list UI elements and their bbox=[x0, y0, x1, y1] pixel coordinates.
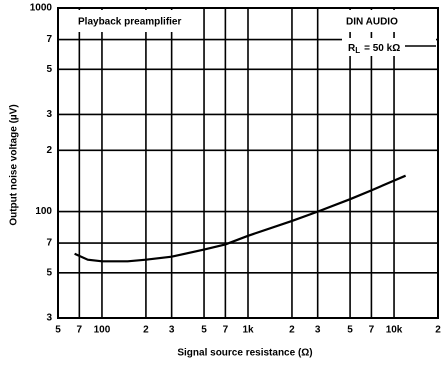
x-tick-label: 100 bbox=[94, 325, 111, 336]
annotation: Playback preamplifier bbox=[78, 17, 181, 28]
x-tick-label: 5 bbox=[201, 325, 207, 336]
load-annotation: RL = 50 kΩ bbox=[348, 43, 400, 55]
y-tick-label: 2 bbox=[46, 145, 52, 156]
x-tick-label: 7 bbox=[369, 325, 375, 336]
y-tick-label: 7 bbox=[46, 238, 52, 249]
annotation: DIN AUDIO bbox=[346, 17, 398, 28]
x-tick-label: 3 bbox=[315, 325, 321, 336]
noise-curve bbox=[74, 174, 407, 263]
x-tick-label: 5 bbox=[55, 325, 61, 336]
load-symbol: R bbox=[348, 43, 356, 54]
y-tick-label: 3 bbox=[46, 109, 52, 120]
x-tick-label: 10k bbox=[386, 325, 403, 336]
x-tick-label: 2 bbox=[143, 325, 149, 336]
annotation-background bbox=[70, 10, 200, 32]
y-tick-label: 5 bbox=[46, 267, 52, 278]
y-tick-label: 7 bbox=[46, 34, 52, 45]
x-axis-title: Signal source resistance (Ω) bbox=[177, 348, 312, 359]
load-value: = 50 kΩ bbox=[364, 43, 400, 54]
x-tick-label: 5 bbox=[347, 325, 353, 336]
y-tick-label: 1000 bbox=[30, 3, 53, 14]
x-tick-label: 7 bbox=[223, 325, 229, 336]
x-tick-label: 2 bbox=[435, 325, 441, 336]
y-tick-label: 5 bbox=[46, 64, 52, 75]
y-tick-label: 3 bbox=[46, 313, 52, 324]
x-tick-label: 1k bbox=[242, 325, 254, 336]
load-subscript: L bbox=[355, 46, 360, 55]
x-tick-label: 7 bbox=[77, 325, 83, 336]
annotation-background bbox=[332, 10, 436, 32]
annotation-background bbox=[342, 38, 436, 56]
x-tick-label: 3 bbox=[169, 325, 175, 336]
y-axis-title: Output noise voltage (µV) bbox=[9, 104, 20, 225]
y-tick-label: 100 bbox=[35, 206, 52, 217]
x-tick-label: 2 bbox=[289, 325, 295, 336]
